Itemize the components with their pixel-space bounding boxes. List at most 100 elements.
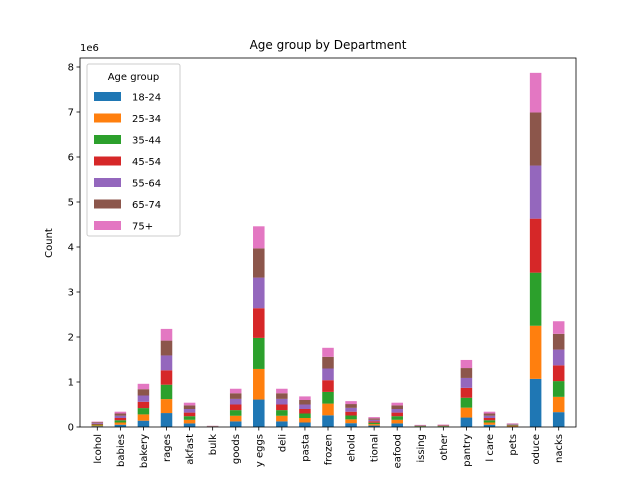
bar-segment [137, 414, 150, 421]
legend-label: 75+ [132, 222, 153, 233]
bar-segment [483, 420, 496, 423]
bar-segment [529, 272, 542, 326]
y-tick-label: 3 [68, 288, 74, 299]
bar-segment [345, 419, 357, 424]
bar-segment [368, 417, 380, 419]
bar-segment [91, 421, 104, 423]
bar-segment [114, 420, 127, 423]
x-tick-label: l care [485, 434, 496, 462]
bar-segment [345, 407, 357, 412]
bar-segment [276, 421, 288, 428]
bar-segment [183, 419, 196, 424]
bar-segment [137, 408, 150, 415]
bar-segment [137, 395, 150, 402]
bar-segment [552, 349, 565, 366]
bar-segment [137, 389, 150, 396]
bar-segment [299, 413, 311, 418]
x-tick-label: eafood [393, 434, 404, 468]
bar-segment [460, 407, 473, 418]
bar-segment [91, 422, 104, 423]
bar-segment [506, 425, 519, 426]
legend-swatch [94, 199, 121, 209]
y-tick-label: 5 [68, 198, 74, 209]
bar-segment [345, 423, 357, 427]
bar-segment [299, 404, 311, 409]
bar-segment [322, 368, 334, 381]
bar-segment [552, 333, 565, 350]
legend-label: 45-54 [132, 157, 161, 168]
bar-segment [483, 418, 496, 421]
y-offset-label: 1e6 [80, 43, 99, 54]
x-tick-label: akfast [185, 434, 196, 465]
bar-segment [506, 424, 519, 426]
legend-swatch [94, 113, 121, 123]
y-tick-label: 7 [68, 108, 74, 119]
x-tick-label: bulk [208, 434, 219, 455]
bar-segment [229, 388, 242, 394]
x-tick-label: lcohol [93, 434, 104, 464]
legend-label: 25-34 [132, 114, 161, 125]
x-tick-label: bakery [139, 434, 150, 468]
bar-segment [137, 383, 150, 390]
bar-segment [229, 398, 242, 405]
y-tick-label: 1 [68, 378, 74, 389]
bar-segment [322, 403, 334, 416]
bar-segment [91, 422, 104, 424]
bar-segment [91, 426, 104, 427]
y-tick-label: 8 [68, 63, 74, 74]
bar-segment [253, 368, 265, 400]
bar-segment [160, 413, 173, 427]
bar-segment [137, 401, 150, 409]
bar-segment [460, 377, 473, 388]
bar-segment [276, 393, 288, 399]
bar-segment [391, 416, 403, 420]
bar-segment [322, 356, 334, 369]
bar-segment [160, 399, 173, 414]
y-tick-label: 6 [68, 153, 74, 164]
bar-segment [552, 321, 565, 334]
bar-segment [368, 424, 380, 426]
bar-segment [183, 416, 196, 420]
legend-swatch [94, 156, 121, 166]
bar-segment [299, 422, 311, 427]
y-tick-label: 2 [68, 333, 74, 344]
bar-segment [483, 411, 496, 414]
bar-segment [253, 337, 265, 369]
x-tick-label: oduce [531, 434, 542, 464]
x-tick-label: rages [162, 434, 173, 462]
bar-segment [299, 400, 311, 405]
bar-segment [506, 424, 519, 425]
bar-segment [183, 409, 196, 413]
bar-segment [460, 359, 473, 369]
bar-segment [391, 412, 403, 417]
bar-segment [114, 415, 127, 418]
y-tick-label: 4 [68, 243, 74, 254]
x-tick-label: pantry [462, 434, 473, 467]
bar-segment [229, 404, 242, 411]
bar-segment [460, 368, 473, 378]
bar-segment [299, 409, 311, 414]
bar-segment [160, 384, 173, 400]
bar-segment [91, 424, 104, 426]
x-tick-label: tional [370, 434, 381, 462]
bar-segment [183, 423, 196, 427]
bar-segment [322, 380, 334, 392]
x-tick-label: pets [508, 434, 519, 456]
bar-segment [253, 399, 265, 427]
bar-segment [506, 423, 519, 425]
legend-swatch [94, 135, 121, 144]
bar-segment [229, 393, 242, 399]
bar-segment [114, 422, 127, 425]
bar-segment [276, 404, 288, 411]
bar-segment [391, 423, 403, 427]
x-tick-label: goods [231, 434, 242, 464]
bar-segment [160, 328, 173, 341]
bar-segment [552, 365, 565, 382]
bar-segment [114, 418, 127, 421]
bar-segment [391, 405, 403, 409]
bar-segment [299, 396, 311, 400]
x-tick-label: issing [416, 434, 427, 463]
bar-segment [253, 226, 265, 249]
bar-segment [368, 418, 380, 420]
